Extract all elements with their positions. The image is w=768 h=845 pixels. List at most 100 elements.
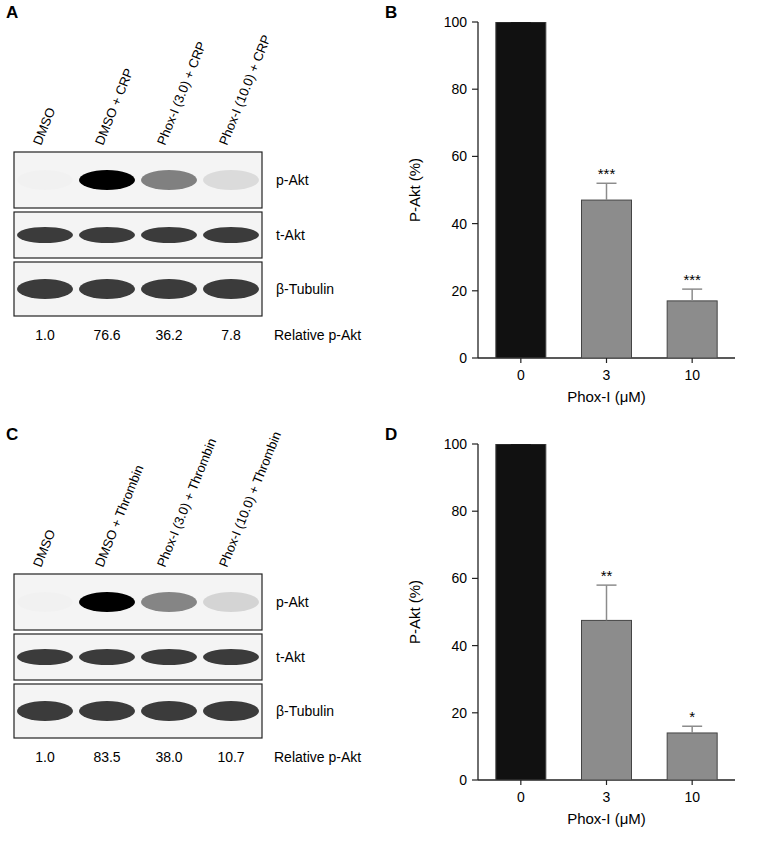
panel-letter: B [385,3,397,22]
band [141,701,197,721]
y-tick [472,21,478,22]
error-cap [682,725,702,727]
x-tick-label: 10 [684,367,700,383]
y-tick [472,89,478,90]
band [17,227,73,243]
lane-label: DMSO + CRP [92,66,136,147]
band [79,227,135,243]
bars [496,444,717,780]
blot-box [14,634,262,680]
band [141,279,197,299]
band [203,649,259,665]
relative-value: 38.0 [155,749,182,765]
error-cap [511,22,531,23]
blot-box [14,262,262,316]
blot-box [14,212,262,258]
bar-panel: B020406080100P-Akt (%)03***10***Phox-I (… [385,3,735,405]
lane-label: Phox-I (3.0) + Thrombin [154,436,219,569]
y-tick [472,578,478,579]
relative-value: 7.8 [221,327,241,343]
y-tick [472,357,478,358]
error-bar [597,183,617,200]
relative-value: 83.5 [93,749,120,765]
band [141,227,197,243]
band [141,649,197,665]
row-label: p-Akt [276,594,309,610]
error-line [606,183,608,200]
significance: *** [598,165,616,182]
y-tick-label: 0 [459,350,467,366]
y-tick-label: 80 [451,503,467,519]
panel-letter: A [6,3,18,22]
row-label: t-Akt [276,227,305,243]
y-tick-label: 20 [451,283,467,299]
x-label: Phox-I (μM) [567,810,646,827]
band [79,170,135,190]
y-tick [472,443,478,444]
x-tick-label: 0 [517,789,525,805]
y-tick [472,290,478,291]
error-bar [511,22,531,23]
row-label: t-Akt [276,649,305,665]
bars [496,22,717,358]
significance: * [689,708,695,725]
y-tick-label: 60 [451,570,467,586]
y-axis [477,22,478,358]
bar [496,444,546,780]
panel-letter: C [6,425,18,444]
error-bar [511,444,531,445]
band [17,592,73,612]
band [141,170,197,190]
lane-label: DMSO + Thrombin [92,463,147,569]
y-tick-label: 40 [451,216,467,232]
error-line [691,289,693,301]
row-label: β-Tubulin [276,281,334,297]
lane-label: Phox-I (10.0) + CRP [216,33,274,147]
band [17,170,73,190]
bar [582,200,632,358]
y-tick-label: 0 [459,772,467,788]
blot-panel: ADMSODMSO + CRPPhox-I (3.0) + CRPPhox-I … [6,3,361,343]
bar-panel: D020406080100P-Akt (%)03**10*Phox-I (μM) [385,425,735,827]
relative-label: Relative p-Akt [274,749,361,765]
band [203,227,259,243]
relative-label: Relative p-Akt [274,327,361,343]
figure: ADMSODMSO + CRPPhox-I (3.0) + CRPPhox-I … [0,0,768,845]
band [17,649,73,665]
y-tick-label: 40 [451,638,467,654]
x-tick-label: 3 [603,367,611,383]
x-tick [606,358,607,363]
row-label: p-Akt [276,172,309,188]
band [203,592,259,612]
y-tick-label: 100 [444,436,468,452]
significance: *** [683,271,701,288]
y-tick [472,511,478,512]
y-tick-label: 20 [451,705,467,721]
error-bar [597,585,617,620]
relative-value: 1.0 [35,327,55,343]
y-tick [472,712,478,713]
y-axis [477,444,478,780]
band [79,592,135,612]
x-tick [692,780,693,785]
y-tick [472,645,478,646]
band [17,701,73,721]
relative-value: 36.2 [155,327,182,343]
x-tick [692,358,693,363]
x-tick [520,780,521,785]
lane-label: DMSO [30,527,59,569]
x-tick-label: 3 [603,789,611,805]
relative-value: 76.6 [93,327,120,343]
lane-label: Phox-I (3.0) + CRP [154,39,209,147]
blot-box [14,152,262,208]
significance: ** [601,567,613,584]
lane-label: Phox-I (10.0) + Thrombin [216,429,284,569]
panel-letter: D [385,425,397,444]
bar [582,620,632,780]
y-tick-label: 60 [451,148,467,164]
x-tick [520,358,521,363]
x-tick-label: 10 [684,789,700,805]
band [203,170,259,190]
y-tick-label: 100 [444,14,468,30]
band [141,592,197,612]
